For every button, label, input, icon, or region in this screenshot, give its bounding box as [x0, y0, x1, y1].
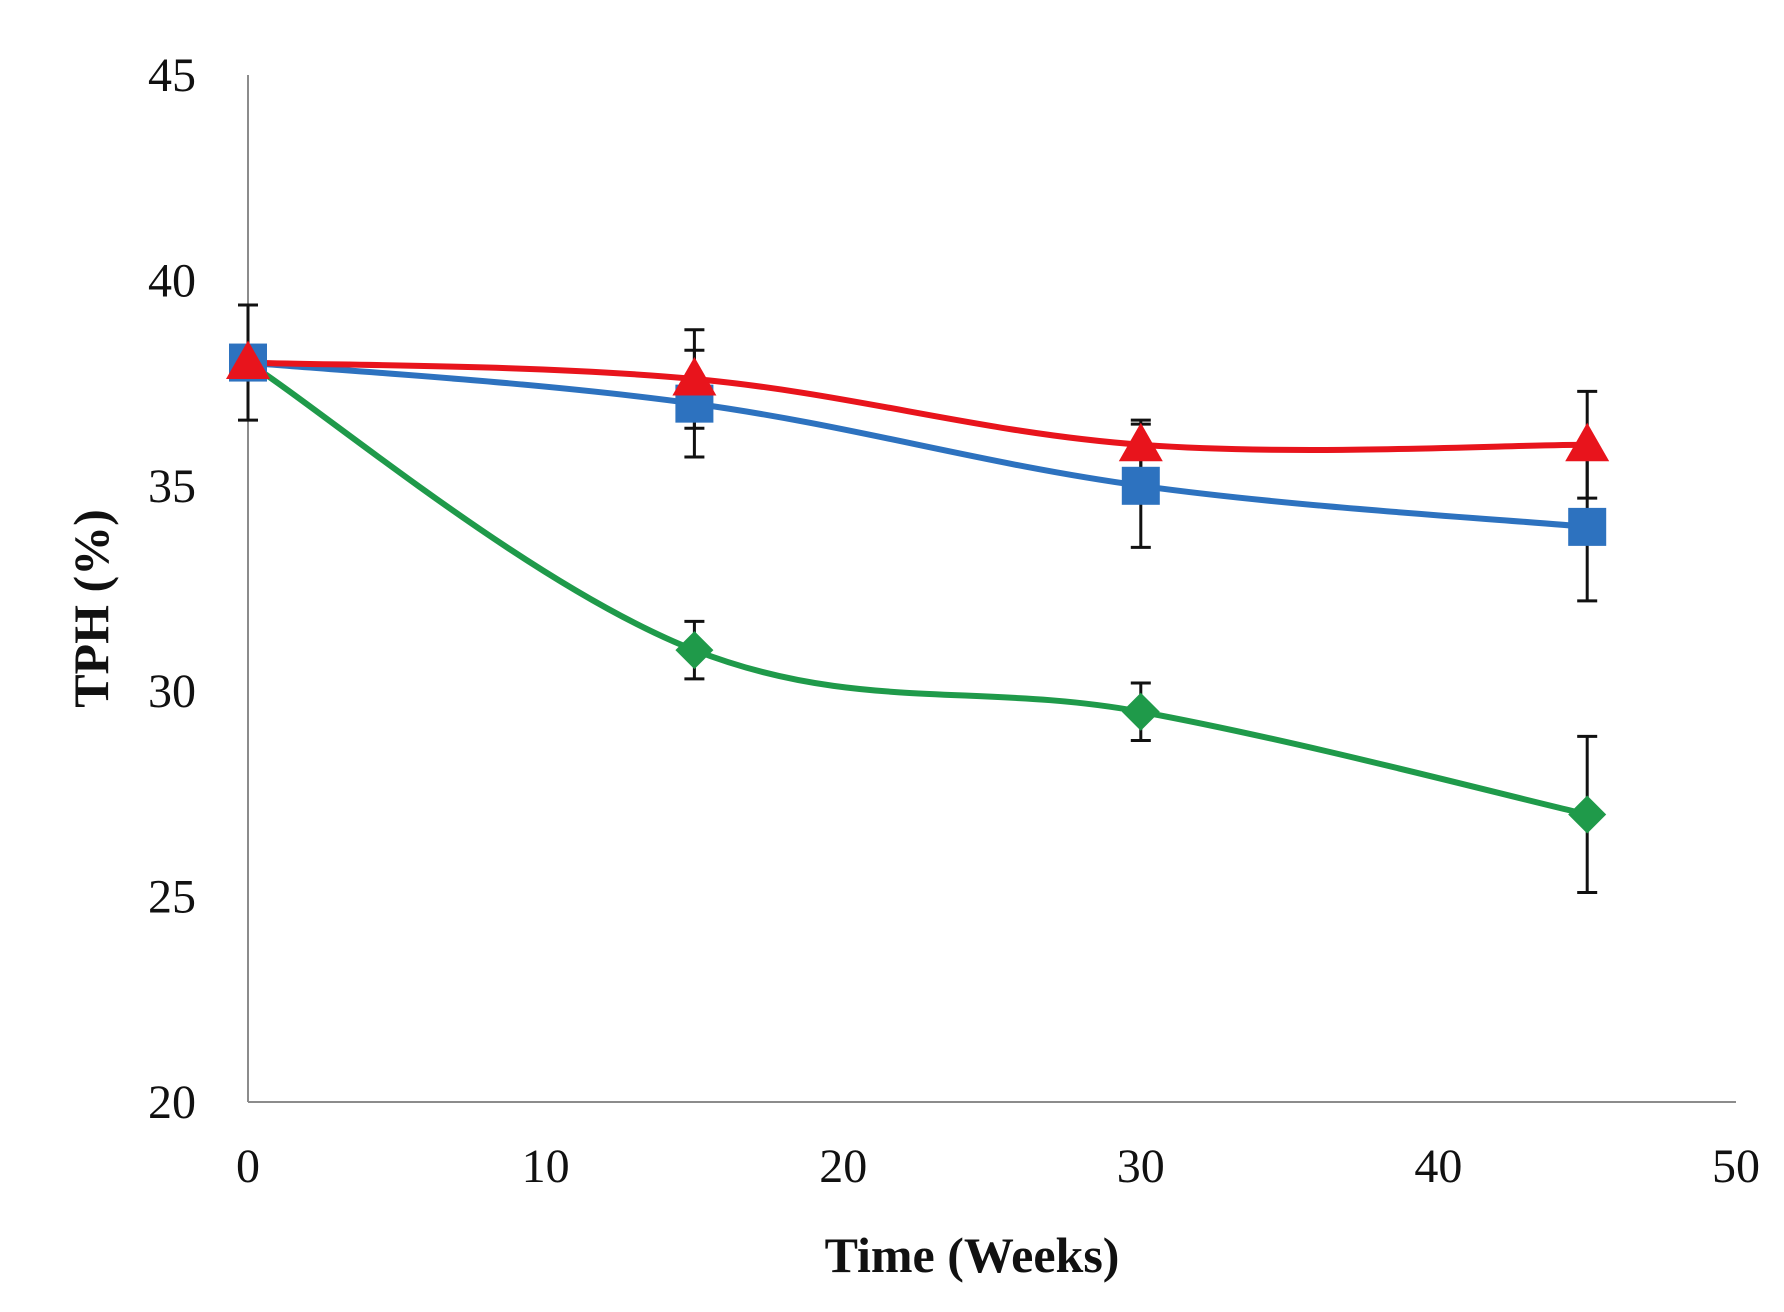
- square-series-point: [1568, 507, 1607, 546]
- x-tick-label: 0: [236, 1140, 260, 1193]
- triangle-series-line: [245, 359, 1591, 453]
- axes-layer: [247, 75, 1736, 1103]
- y-tick-label: 40: [148, 254, 196, 307]
- diamond-series-line: [245, 359, 1591, 818]
- triangle-series-point: [1565, 422, 1610, 462]
- y-tick-label: 45: [148, 49, 196, 102]
- y-axis-title: TPH (%): [63, 509, 119, 708]
- x-tick-label: 50: [1712, 1140, 1760, 1193]
- series-markers: [226, 340, 1610, 834]
- x-tick-label: 20: [819, 1140, 867, 1193]
- x-tick-label: 10: [522, 1140, 570, 1193]
- axis-titles: Time (Weeks) TPH (%): [63, 509, 1119, 1283]
- diamond-series-point: [675, 631, 714, 670]
- square-series-line: [245, 359, 1591, 530]
- error-bars: [238, 303, 1598, 894]
- tick-labels: 20 25 30 35 40 45 0 10 20 30 40 50: [148, 49, 1760, 1193]
- x-tick-label: 30: [1117, 1140, 1165, 1193]
- square-series-point: [1121, 466, 1160, 505]
- x-tick-label: 40: [1414, 1140, 1462, 1193]
- y-tick-label: 25: [148, 871, 196, 924]
- triangle-series-point: [226, 340, 270, 380]
- x-axis-title: Time (Weeks): [825, 1227, 1120, 1283]
- series-lines: [245, 359, 1591, 818]
- y-tick-label: 35: [148, 460, 196, 513]
- triangle-series-point: [1118, 422, 1163, 462]
- y-tick-label: 30: [148, 665, 196, 718]
- diamond-series-point: [1568, 795, 1607, 834]
- y-tick-label: 20: [148, 1076, 196, 1129]
- triangle-series-point: [672, 356, 717, 396]
- diamond-series-point: [1121, 692, 1160, 731]
